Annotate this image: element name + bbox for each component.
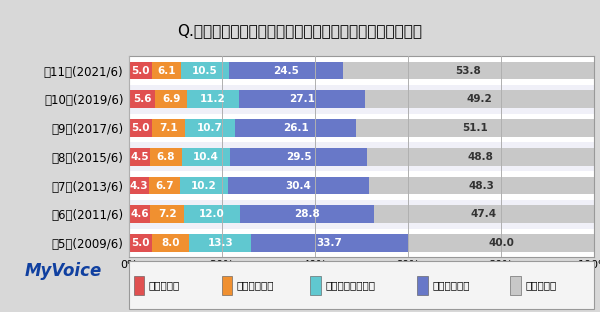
Text: 27.1: 27.1	[289, 94, 315, 104]
Text: 6.9: 6.9	[162, 94, 180, 104]
Text: 5.0: 5.0	[131, 66, 150, 76]
Text: 24.5: 24.5	[274, 66, 299, 76]
Bar	[152, 234, 190, 252]
Bar	[184, 205, 239, 223]
Bar	[182, 148, 230, 166]
Text: 10.7: 10.7	[197, 123, 223, 133]
Bar	[374, 205, 594, 223]
Text: 10.4: 10.4	[193, 152, 218, 162]
Text: 4.3: 4.3	[130, 181, 148, 191]
Text: MyVoice: MyVoice	[25, 262, 101, 280]
Bar	[227, 177, 369, 194]
Bar	[365, 90, 594, 108]
Text: 7.1: 7.1	[160, 123, 178, 133]
Bar	[129, 119, 152, 137]
Text: 月に２〜３回程度: 月に２〜３回程度	[325, 281, 375, 291]
Text: Q.どのくらいの頻度でコンビニ弁当を利用していますか？: Q.どのくらいの頻度でコンビニ弁当を利用していますか？	[178, 23, 422, 38]
Bar	[129, 90, 155, 108]
Text: 10.2: 10.2	[191, 181, 217, 191]
Bar	[129, 142, 594, 171]
Text: 4.5: 4.5	[130, 152, 149, 162]
Bar	[230, 148, 367, 166]
Text: 28.8: 28.8	[294, 209, 320, 219]
Text: 26.1: 26.1	[283, 123, 308, 133]
Text: 51.1: 51.1	[463, 123, 488, 133]
Bar	[239, 205, 374, 223]
Bar	[150, 148, 182, 166]
FancyBboxPatch shape	[129, 261, 594, 309]
Text: 53.8: 53.8	[455, 66, 481, 76]
Bar	[134, 276, 144, 295]
Text: 5.0: 5.0	[131, 123, 150, 133]
Bar	[180, 177, 227, 194]
Bar	[129, 171, 594, 200]
Bar	[510, 276, 521, 295]
Text: 6.1: 6.1	[157, 66, 176, 76]
Bar	[129, 177, 149, 194]
Text: 7.2: 7.2	[158, 209, 176, 219]
Bar	[152, 62, 181, 80]
Text: 48.3: 48.3	[469, 181, 494, 191]
Bar	[229, 62, 343, 80]
Bar	[129, 148, 150, 166]
Text: 47.4: 47.4	[471, 209, 497, 219]
Bar	[185, 119, 235, 137]
Text: 月に１回程度: 月に１回程度	[432, 281, 470, 291]
Text: 12.0: 12.0	[199, 209, 224, 219]
Bar	[155, 90, 187, 108]
Bar	[129, 205, 151, 223]
Bar	[181, 62, 229, 80]
Bar	[187, 90, 239, 108]
Bar	[129, 56, 594, 85]
Bar	[129, 234, 152, 252]
Text: 週に１回程度: 週に１回程度	[237, 281, 274, 291]
Text: 48.8: 48.8	[467, 152, 493, 162]
Bar	[369, 177, 593, 194]
Text: 4.6: 4.6	[130, 209, 149, 219]
Bar	[129, 62, 152, 80]
Bar	[129, 114, 594, 142]
Bar	[190, 234, 251, 252]
Bar	[152, 119, 185, 137]
Text: 5.0: 5.0	[131, 238, 150, 248]
Text: 33.7: 33.7	[317, 238, 343, 248]
Text: 利用しない: 利用しない	[525, 281, 556, 291]
Text: 40.0: 40.0	[488, 238, 514, 248]
Bar	[418, 276, 428, 295]
Text: 週に複数回: 週に複数回	[149, 281, 180, 291]
Bar	[343, 62, 593, 80]
Text: 11.2: 11.2	[200, 94, 226, 104]
Bar	[129, 200, 594, 229]
Bar	[408, 234, 594, 252]
Text: 6.8: 6.8	[157, 152, 175, 162]
Bar	[151, 205, 184, 223]
Text: 30.4: 30.4	[286, 181, 311, 191]
Bar	[251, 234, 408, 252]
Text: 10.5: 10.5	[192, 66, 218, 76]
Bar	[222, 276, 232, 295]
Text: 13.3: 13.3	[208, 238, 233, 248]
Text: 29.5: 29.5	[286, 152, 311, 162]
Bar	[239, 90, 365, 108]
Text: 6.7: 6.7	[155, 181, 174, 191]
Bar	[235, 119, 356, 137]
Bar	[129, 85, 594, 114]
Bar	[356, 119, 594, 137]
Bar	[129, 229, 594, 257]
Bar	[310, 276, 320, 295]
Text: 5.6: 5.6	[133, 94, 151, 104]
Bar	[367, 148, 594, 166]
Bar	[149, 177, 180, 194]
Text: 8.0: 8.0	[161, 238, 180, 248]
Text: 49.2: 49.2	[467, 94, 493, 104]
